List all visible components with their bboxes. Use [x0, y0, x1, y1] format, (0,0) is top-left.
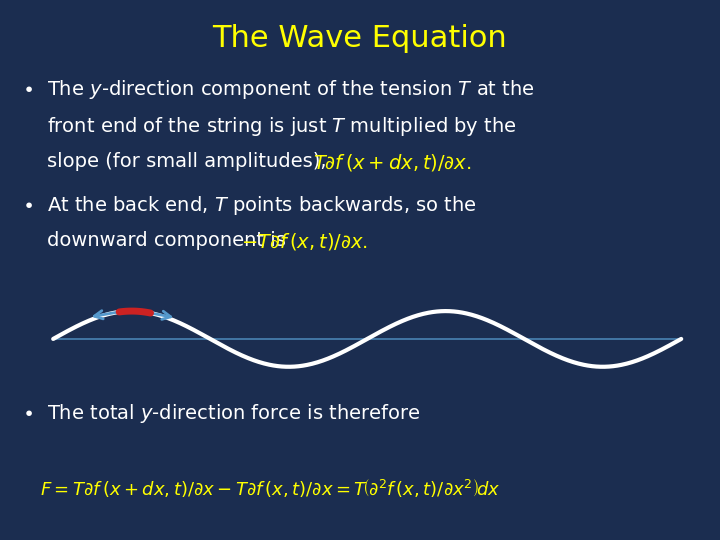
Text: slope (for small amplitudes),: slope (for small amplitudes),: [47, 152, 333, 171]
Text: The Wave Equation: The Wave Equation: [212, 24, 508, 53]
Text: At the back end, $T$ points backwards, so the: At the back end, $T$ points backwards, s…: [47, 194, 477, 217]
Text: $F = T\partial f\,(x+dx,t)/\partial x - T\partial f\,(x,t)/\partial x = T\!\left: $F = T\partial f\,(x+dx,t)/\partial x - …: [40, 478, 500, 500]
Text: downward component is: downward component is: [47, 231, 298, 249]
Text: $\bullet$: $\bullet$: [22, 194, 32, 213]
Text: $-T\partial f\,(x,t)/\partial x$.: $-T\partial f\,(x,t)/\partial x$.: [241, 231, 369, 252]
Text: $\bullet$: $\bullet$: [22, 402, 32, 421]
Text: $T\partial f\,(x+dx,t)/\partial x$.: $T\partial f\,(x+dx,t)/\partial x$.: [313, 152, 472, 173]
Text: The $y$-direction component of the tension $T$ at the: The $y$-direction component of the tensi…: [47, 78, 535, 102]
Text: The total $y$-direction force is therefore: The total $y$-direction force is therefo…: [47, 402, 420, 426]
Text: $\bullet$: $\bullet$: [22, 78, 32, 97]
Text: front end of the string is just $T$ multiplied by the: front end of the string is just $T$ mult…: [47, 115, 516, 138]
